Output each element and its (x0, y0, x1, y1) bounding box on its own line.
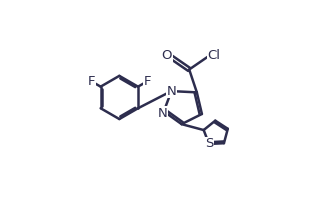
Text: N: N (167, 85, 176, 98)
Text: F: F (88, 75, 95, 88)
Text: Cl: Cl (208, 49, 220, 62)
Text: N: N (158, 107, 167, 120)
Text: S: S (205, 137, 213, 150)
Text: O: O (162, 49, 172, 62)
Text: F: F (143, 75, 151, 88)
